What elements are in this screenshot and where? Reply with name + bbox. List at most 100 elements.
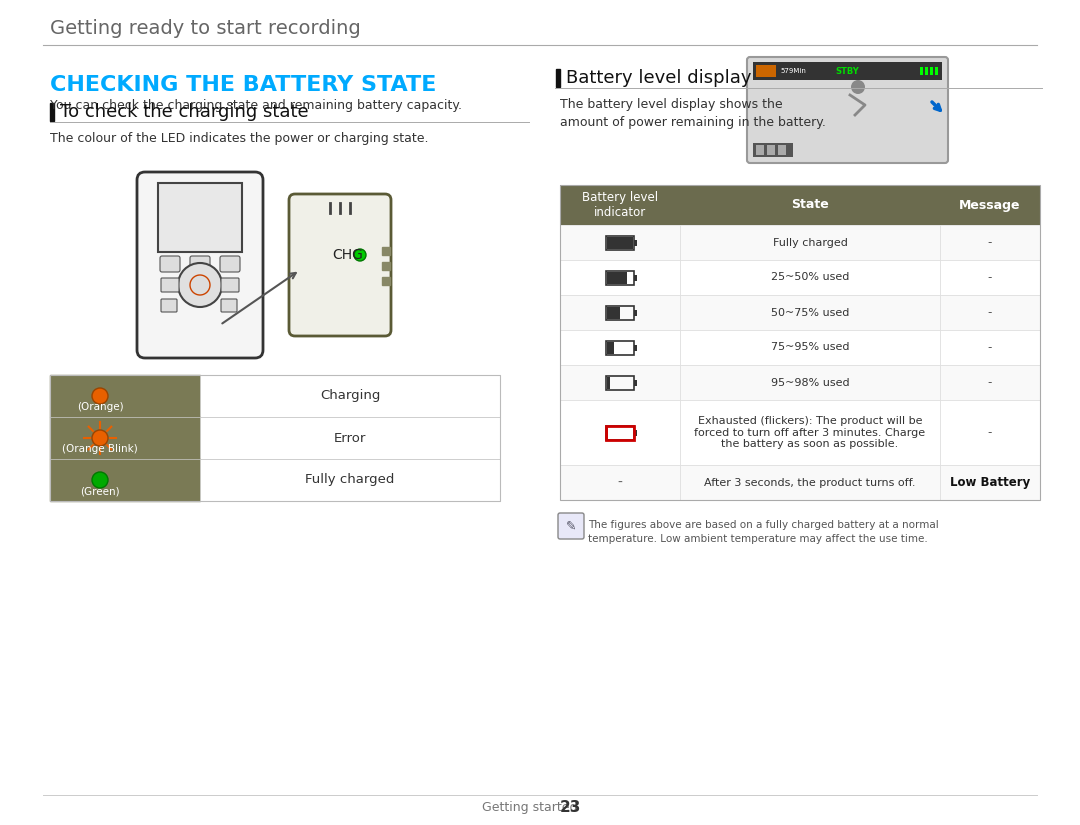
Bar <box>607 237 633 248</box>
Text: 50~75% used: 50~75% used <box>771 308 849 318</box>
Bar <box>607 271 626 284</box>
FancyBboxPatch shape <box>221 278 239 292</box>
Bar <box>561 365 680 400</box>
Bar <box>606 375 634 389</box>
Bar <box>607 376 609 389</box>
Text: CHG: CHG <box>332 248 363 262</box>
Bar <box>606 341 634 355</box>
Bar <box>561 260 680 295</box>
Bar <box>200 417 500 459</box>
Bar <box>680 330 940 365</box>
Bar <box>940 400 1040 465</box>
FancyBboxPatch shape <box>558 513 584 539</box>
Text: Getting ready to start recording: Getting ready to start recording <box>50 18 361 37</box>
Bar <box>935 67 939 75</box>
Bar <box>561 465 680 500</box>
FancyBboxPatch shape <box>160 256 180 272</box>
Bar <box>606 426 634 440</box>
Text: Charging: Charging <box>320 389 380 403</box>
Text: -: - <box>988 236 993 249</box>
Bar <box>680 295 940 330</box>
Bar <box>561 185 1040 500</box>
Circle shape <box>178 263 222 307</box>
Bar <box>767 145 775 155</box>
Bar <box>634 430 637 436</box>
Bar <box>606 305 634 319</box>
Text: Exhausted (flickers): The product will be
forced to turn off after 3 minutes. Ch: Exhausted (flickers): The product will b… <box>694 416 926 449</box>
Text: Low Battery: Low Battery <box>950 476 1030 489</box>
FancyBboxPatch shape <box>221 299 237 312</box>
Bar <box>753 62 942 80</box>
Bar <box>940 225 1040 260</box>
FancyBboxPatch shape <box>220 256 240 272</box>
Bar <box>556 69 561 87</box>
Text: 25~50% used: 25~50% used <box>771 272 849 282</box>
Bar <box>561 330 680 365</box>
Text: -: - <box>988 341 993 354</box>
Bar <box>200 375 500 417</box>
Bar <box>634 345 637 351</box>
Text: (Orange): (Orange) <box>77 402 123 412</box>
FancyBboxPatch shape <box>137 172 264 358</box>
Bar <box>634 309 637 315</box>
Bar <box>680 185 940 225</box>
Bar <box>382 277 390 285</box>
Text: -: - <box>988 426 993 439</box>
Bar <box>940 260 1040 295</box>
Circle shape <box>92 472 108 488</box>
Bar <box>382 247 390 255</box>
Bar <box>940 330 1040 365</box>
Bar <box>930 67 933 75</box>
Text: The colour of the LED indicates the power or charging state.: The colour of the LED indicates the powe… <box>50 132 429 145</box>
Text: State: State <box>792 199 828 211</box>
Circle shape <box>851 80 865 94</box>
Bar <box>680 225 940 260</box>
Bar <box>561 295 680 330</box>
FancyBboxPatch shape <box>161 299 177 312</box>
Bar <box>634 239 637 246</box>
Text: You can check the charging state and remaining battery capacity.: You can check the charging state and rem… <box>50 99 462 112</box>
Text: -: - <box>988 306 993 319</box>
Circle shape <box>190 275 210 295</box>
Bar <box>606 271 634 285</box>
Text: (Orange Blink): (Orange Blink) <box>63 444 138 454</box>
Bar <box>778 145 786 155</box>
Text: CHECKING THE BATTERY STATE: CHECKING THE BATTERY STATE <box>50 75 436 95</box>
FancyBboxPatch shape <box>161 278 179 292</box>
Text: Battery level display: Battery level display <box>566 69 752 87</box>
Bar <box>382 262 390 270</box>
FancyBboxPatch shape <box>190 256 210 272</box>
Text: 75~95% used: 75~95% used <box>771 342 849 352</box>
Text: After 3 seconds, the product turns off.: After 3 seconds, the product turns off. <box>704 478 916 488</box>
Bar <box>200 459 500 501</box>
Text: The figures above are based on a fully charged battery at a normal
temperature. : The figures above are based on a fully c… <box>588 520 939 544</box>
Text: Getting started: Getting started <box>483 800 578 813</box>
Text: 95~98% used: 95~98% used <box>771 378 849 388</box>
Bar <box>940 465 1040 500</box>
Bar <box>607 342 613 353</box>
Bar <box>561 185 680 225</box>
Bar <box>561 400 680 465</box>
Text: 579Min: 579Min <box>780 68 806 74</box>
Bar <box>924 67 928 75</box>
Bar <box>940 295 1040 330</box>
Bar <box>753 143 793 157</box>
Bar <box>940 365 1040 400</box>
Circle shape <box>354 249 366 261</box>
Bar <box>606 426 634 440</box>
Bar <box>607 307 620 318</box>
Bar <box>561 225 680 260</box>
Bar <box>680 365 940 400</box>
Bar <box>50 103 54 121</box>
Circle shape <box>92 388 108 404</box>
FancyBboxPatch shape <box>289 194 391 336</box>
Text: 23: 23 <box>559 799 581 814</box>
Bar <box>50 375 200 417</box>
Text: Battery level
indicator: Battery level indicator <box>582 191 658 219</box>
Text: ✎: ✎ <box>566 520 577 532</box>
Text: To check the charging state: To check the charging state <box>60 103 309 121</box>
Bar <box>940 185 1040 225</box>
Text: Fully charged: Fully charged <box>306 474 394 487</box>
Bar <box>634 380 637 385</box>
Text: Error: Error <box>334 431 366 445</box>
